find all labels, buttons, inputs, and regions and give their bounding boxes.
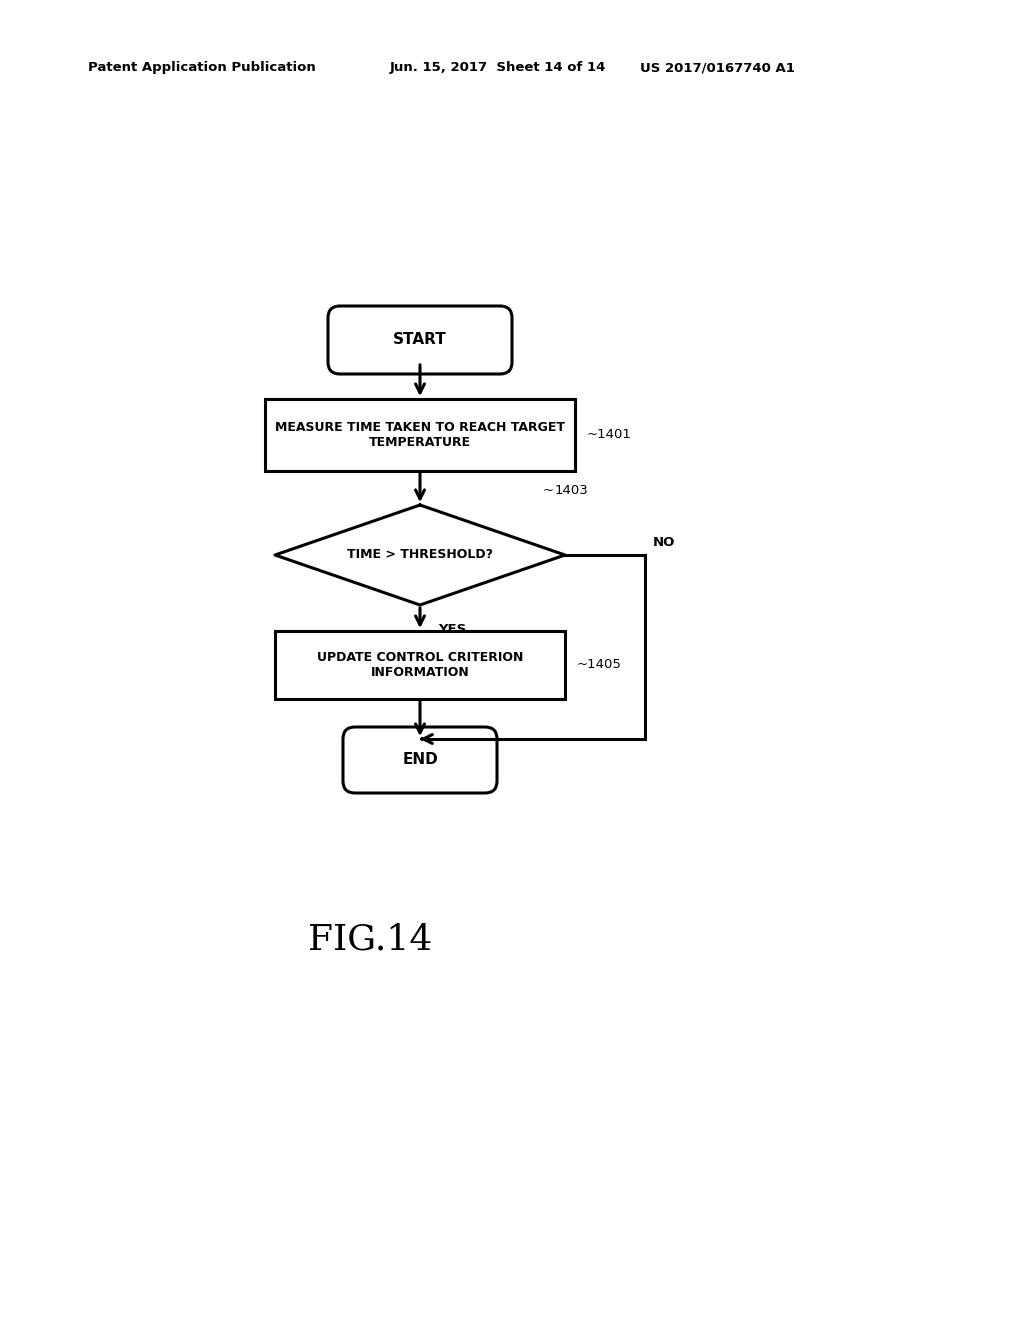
- Text: START: START: [393, 333, 446, 347]
- Polygon shape: [275, 506, 565, 605]
- Text: END: END: [402, 752, 438, 767]
- Text: MEASURE TIME TAKEN TO REACH TARGET
TEMPERATURE: MEASURE TIME TAKEN TO REACH TARGET TEMPE…: [275, 421, 565, 449]
- Bar: [275, 631, 565, 700]
- Text: UPDATE CONTROL CRITERION
INFORMATION: UPDATE CONTROL CRITERION INFORMATION: [316, 651, 523, 678]
- Text: ~1401: ~1401: [587, 429, 632, 441]
- Text: ~: ~: [543, 484, 554, 498]
- FancyBboxPatch shape: [343, 727, 497, 793]
- Text: TIME > THRESHOLD?: TIME > THRESHOLD?: [347, 549, 493, 561]
- Text: Patent Application Publication: Patent Application Publication: [88, 62, 315, 74]
- Bar: [265, 399, 575, 471]
- Text: Jun. 15, 2017  Sheet 14 of 14: Jun. 15, 2017 Sheet 14 of 14: [390, 62, 606, 74]
- Text: ~1405: ~1405: [577, 659, 622, 672]
- Text: US 2017/0167740 A1: US 2017/0167740 A1: [640, 62, 795, 74]
- Text: YES: YES: [438, 623, 466, 636]
- Text: 1403: 1403: [555, 484, 589, 498]
- FancyBboxPatch shape: [328, 306, 512, 374]
- Text: NO: NO: [653, 536, 676, 549]
- Text: FIG.14: FIG.14: [308, 923, 432, 957]
